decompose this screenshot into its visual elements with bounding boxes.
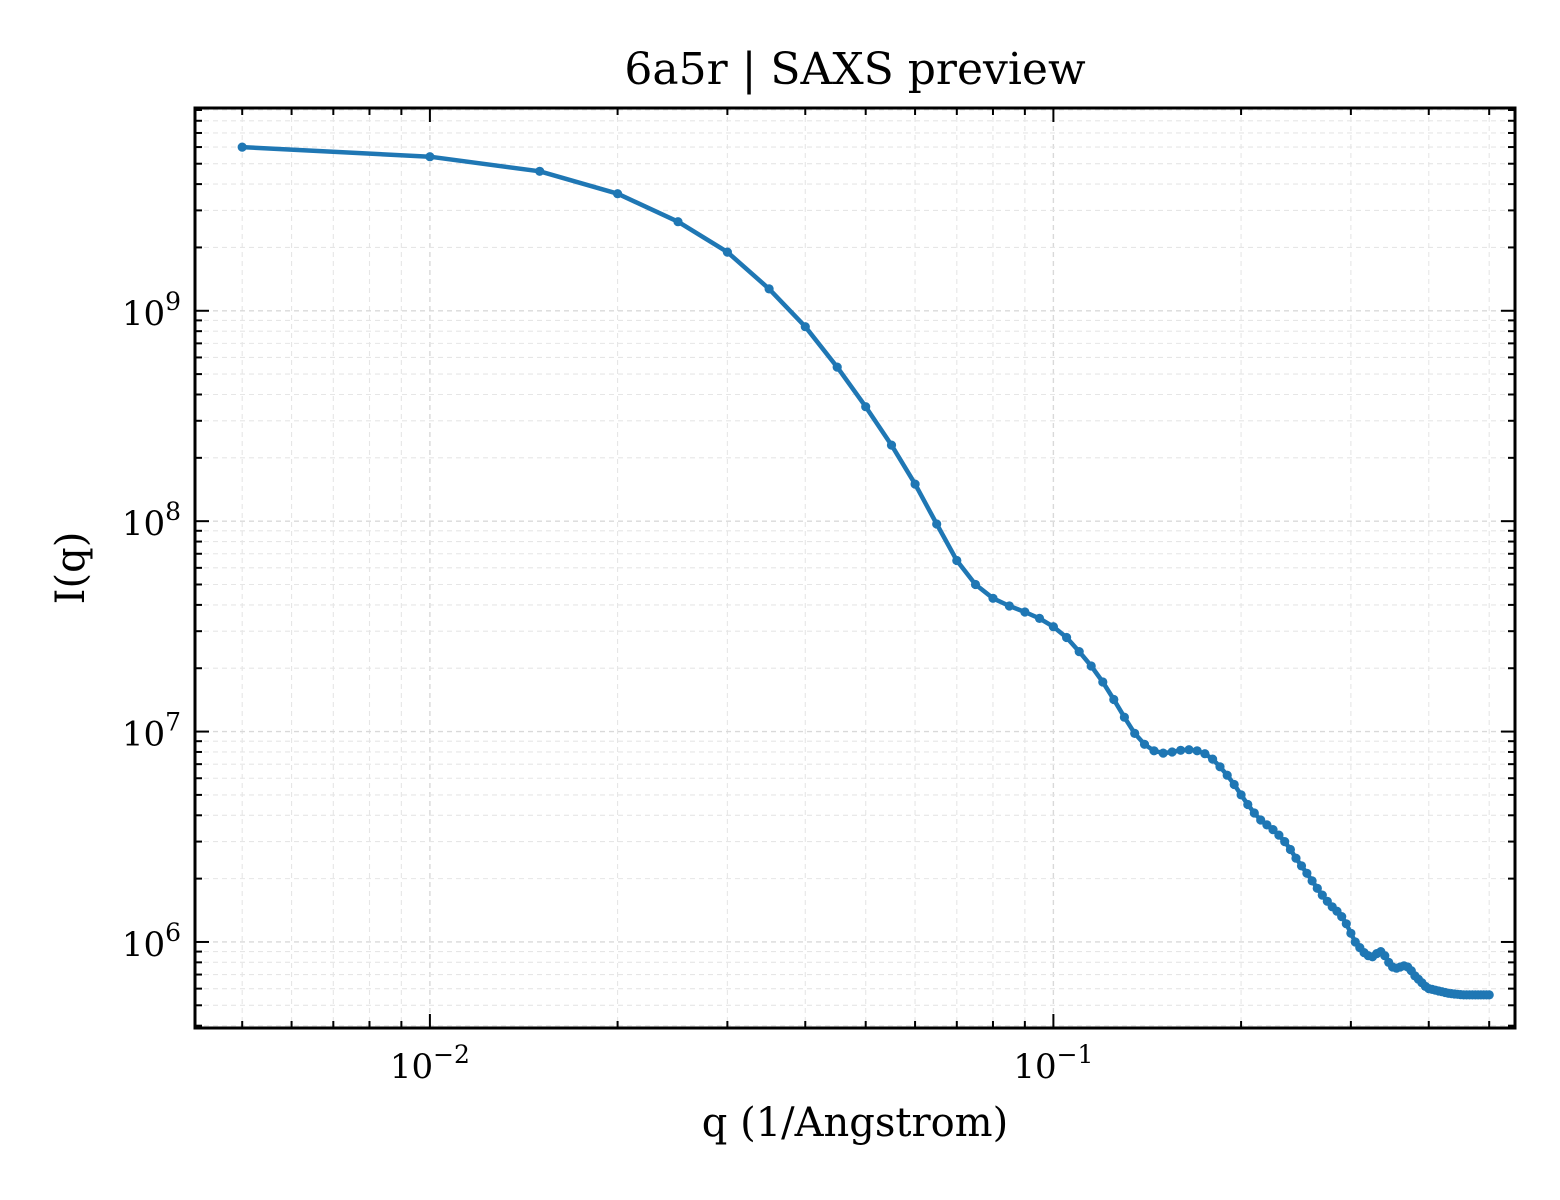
y-tick-label: 106 [122,918,181,965]
data-point [1285,844,1295,855]
data-point [1109,694,1119,705]
data-point [1062,632,1072,643]
data-point [1337,912,1347,922]
data-point [970,579,981,590]
data-point [832,362,842,372]
data-point [1256,815,1266,825]
data-point [1098,677,1108,687]
y-axis-label: I(q) [48,532,94,605]
data-point [535,166,545,176]
data-point [1176,745,1186,755]
y-tick-label: 107 [122,708,181,755]
data-point [1229,779,1239,790]
data-point [1158,748,1168,758]
data-point [1215,762,1225,772]
data-point [425,152,435,162]
tick-labels: 10−2 10−1 106 107 108 109 [122,287,1094,1087]
data-point [1268,825,1278,835]
data-point [1074,647,1084,657]
data-point [1139,739,1150,749]
y-tick-label: 109 [122,287,181,334]
data-point [1208,754,1218,764]
data-point [988,593,998,603]
data-point [1280,837,1290,847]
data-point [1484,990,1494,1000]
data-point [1312,883,1322,893]
data-point [932,519,942,529]
data-point [1236,790,1246,800]
data-point [886,440,897,450]
data-point [1243,799,1253,810]
data-point [764,284,774,294]
data-point [800,322,810,332]
data-point [1307,876,1317,886]
data-point [861,402,871,412]
data-point [1048,622,1058,632]
data-point [1119,712,1129,722]
data-point [1034,613,1045,624]
data-point [1346,928,1356,938]
y-tick-label: 108 [122,497,181,544]
chart-title: 6a5r | SAXS preview [624,44,1086,95]
data-point [1167,747,1177,757]
data-point [952,555,962,566]
data-point [1296,861,1307,871]
data-point [1317,890,1327,900]
data-point [1222,770,1232,780]
x-tick-label: 10−1 [1013,1040,1093,1087]
grid [195,108,1515,1028]
data-point [1192,746,1202,756]
data-series [237,142,1494,1000]
data-point [1004,601,1015,611]
data-point [910,479,920,489]
x-tick-label: 10−2 [390,1040,470,1087]
data-point [1020,607,1030,617]
data-point [1302,868,1312,878]
data-point [1341,919,1351,929]
data-point [673,217,683,227]
data-point [1184,745,1194,755]
data-point [1149,746,1159,756]
data-point [613,189,623,199]
data-point [1086,661,1096,671]
data-point [237,142,247,152]
data-point [1200,749,1210,759]
data-point [1130,728,1140,739]
plot-frame [193,106,1517,1030]
data-point [1249,808,1259,818]
data-point [1274,830,1284,840]
x-axis-label: q (1/Angstrom) [702,1100,1008,1146]
data-point [1291,853,1301,863]
data-point [1380,951,1390,961]
data-point [722,247,733,257]
